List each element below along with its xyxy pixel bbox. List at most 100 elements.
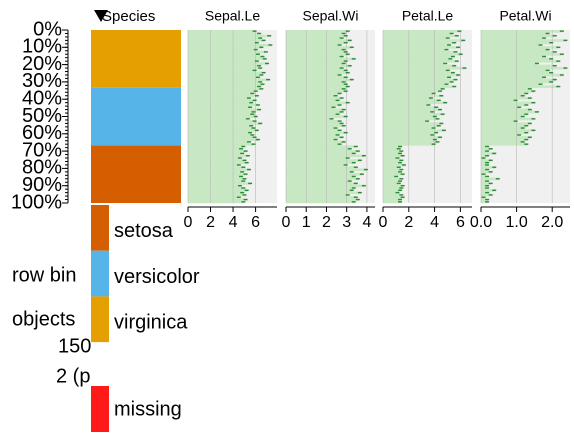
bar [383,138,436,142]
bar [188,101,253,105]
bar [188,149,247,153]
bar [383,196,404,199]
bar [383,103,430,107]
bar [481,87,531,91]
bar [286,76,347,79]
bar [188,184,241,188]
bar [383,108,442,112]
bar [188,103,259,107]
bar [188,126,255,130]
bar [286,113,339,116]
bar [481,133,521,137]
bar [383,110,434,114]
bar [188,186,245,190]
x-tick-label: 1 [302,214,311,231]
y-tick-label: 100% [11,191,62,213]
bar [481,32,549,35]
bar [481,152,496,155]
bar [383,122,443,125]
bar [383,186,403,190]
bar [481,163,489,167]
bar [188,189,248,192]
bar [286,200,355,204]
bar [481,189,496,192]
species-segment [91,30,181,88]
bar [286,191,361,195]
column-header: Petal.Le [402,8,454,24]
bar [481,43,542,47]
bar [481,34,556,38]
bar [286,133,339,137]
bar [188,96,250,100]
column-header: Sepal.Le [205,8,260,24]
bar [383,117,439,121]
bar [383,119,429,123]
bar [481,122,531,125]
bar [188,147,243,151]
legend-label: versicolor [114,266,200,288]
bar [286,129,341,132]
bar [286,184,365,188]
bar [286,96,343,100]
bar [383,140,439,144]
bar [286,149,359,153]
legend-label: setosa [114,220,174,242]
bar [383,80,453,84]
bar [481,175,489,178]
bar [188,106,252,109]
species-segment [91,145,181,203]
bar [188,115,257,118]
bar [286,89,347,93]
bar [481,179,489,183]
bar [286,196,357,199]
bar [481,55,546,58]
bar [383,131,438,135]
y-tick-label: 10% [22,36,62,58]
per-bin-label: 2 (p [56,365,90,387]
sort-arrow [94,10,108,22]
bar [286,108,345,112]
bar [481,73,563,77]
bar [286,117,333,121]
bar [383,89,442,93]
bar [481,106,521,109]
bar [188,36,262,40]
x-tick-label: 4 [430,214,439,231]
bar [481,182,492,185]
bar [481,92,528,95]
bar [481,62,538,65]
bar [383,41,456,45]
bar [383,191,399,195]
bar [481,110,538,114]
bar [383,106,438,109]
bar [286,101,349,105]
bar [383,159,403,162]
bar [383,30,461,33]
bar [286,166,357,169]
bar [286,85,349,88]
bar [383,175,398,178]
bar [286,106,335,109]
bar [383,50,457,54]
bar [188,89,257,93]
bar [188,193,246,197]
bar [481,154,489,158]
bar [286,175,355,178]
bar [286,173,363,176]
bar [286,48,345,52]
bar [286,156,349,160]
bar [188,30,256,33]
bar [383,184,404,188]
x-tick-label: 6 [251,214,260,231]
bar [188,170,244,174]
bar [188,159,246,162]
bar [481,149,489,153]
bar [481,89,535,93]
x-tick-label: 2 [322,214,331,231]
bar [383,136,442,139]
bar [286,32,345,35]
bar [481,131,528,135]
bar [481,83,542,86]
bar [286,119,341,123]
bar [188,94,258,98]
